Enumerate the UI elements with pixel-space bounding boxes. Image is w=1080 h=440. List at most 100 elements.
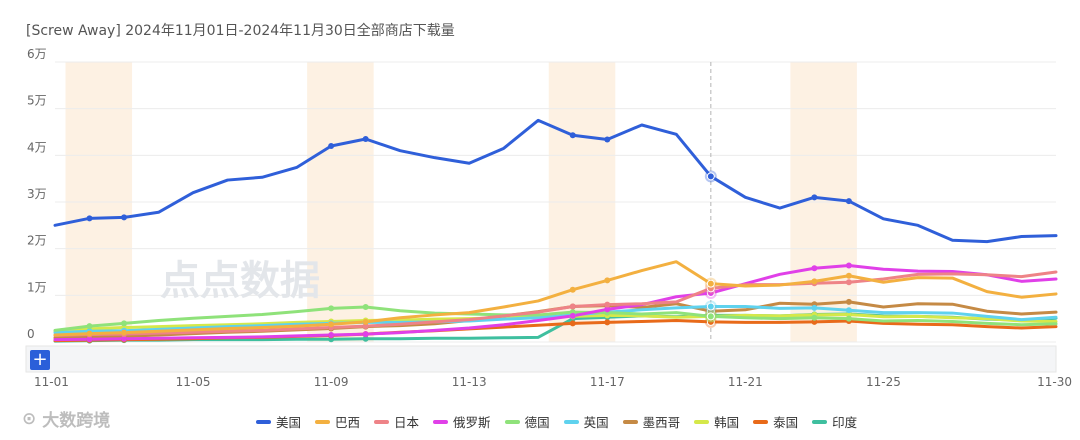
y-tick-label: 4万 [27,140,47,154]
data-point[interactable] [362,331,369,338]
x-tick-label: 11-17 [590,375,625,389]
data-point[interactable] [811,304,818,311]
legend-label: 英国 [583,415,609,430]
data-point[interactable] [121,335,128,342]
data-point[interactable] [604,136,611,143]
data-point[interactable] [604,306,611,313]
hover-point[interactable] [706,312,715,321]
legend-swatch [753,419,769,424]
series-line-美国[interactable] [53,118,1058,244]
zoom-add-button[interactable]: + [30,350,50,370]
data-point[interactable] [604,277,611,284]
legend-swatch [622,419,638,424]
data-point[interactable] [569,320,576,327]
legend-label: 巴西 [335,415,361,430]
x-tick-label: 11-13 [452,375,487,389]
data-point[interactable] [845,315,852,322]
data-point[interactable] [328,321,335,328]
data-point[interactable] [362,318,369,325]
x-tick-label: 11-09 [314,375,349,389]
data-point[interactable] [604,301,611,308]
y-tick-label: 5万 [27,94,47,108]
legend-item-印度[interactable]: 印度 [812,412,857,431]
data-point[interactable] [328,143,335,149]
brand-icon: ⊙ [22,408,37,429]
legend-label: 俄罗斯 [453,415,491,430]
data-point[interactable] [86,215,93,222]
data-point[interactable] [121,214,128,221]
data-point[interactable] [569,303,576,310]
data-point[interactable] [811,318,818,325]
legend-item-墨西哥[interactable]: 墨西哥 [622,412,681,431]
y-tick-label: 6万 [27,47,47,61]
x-tick-label: 11-30 [1037,375,1072,389]
data-point[interactable] [569,286,576,293]
data-point[interactable] [121,320,128,327]
data-point[interactable] [811,278,818,285]
data-point[interactable] [362,335,369,342]
data-point[interactable] [845,272,852,279]
legend-swatch [315,419,331,424]
hover-point[interactable] [706,172,715,181]
hover-point[interactable] [706,302,715,311]
data-point[interactable] [811,265,818,272]
data-point[interactable] [569,312,576,319]
data-point[interactable] [811,314,818,321]
data-point[interactable] [86,336,93,343]
x-axis-ticks: 11-01 11-05 11-09 11-13 11-17 11-21 11-25 11-30 [34,375,1072,389]
y-axis-ticks: 0 1万 2万 3万 4万 5万 6万 [27,47,47,341]
legend-swatch [812,419,828,424]
data-point[interactable] [362,136,369,142]
legend-item-日本[interactable]: 日本 [374,412,419,431]
data-point[interactable] [328,305,335,312]
data-point[interactable] [845,198,852,205]
watermark-text: 点点数据 [160,258,320,304]
data-point[interactable] [362,323,369,330]
data-point[interactable] [845,279,852,286]
legend-item-泰国[interactable]: 泰国 [753,412,798,431]
legend-label: 美国 [276,415,302,430]
gridlines [55,61,1056,343]
data-point[interactable] [86,323,93,330]
legend-swatch [433,419,449,424]
legend-item-俄罗斯[interactable]: 俄罗斯 [433,412,491,431]
legend-label: 墨西哥 [642,415,681,430]
legend-label: 印度 [832,415,858,430]
data-point[interactable] [845,298,852,305]
y-tick-label: 1万 [27,280,47,294]
data-point[interactable] [845,262,852,269]
series-line-巴西[interactable] [53,260,1058,337]
series-line-日本[interactable] [53,270,1058,337]
legend-item-美国[interactable]: 美国 [256,412,301,431]
data-point[interactable] [121,329,128,336]
series-line-俄罗斯[interactable] [53,263,1058,342]
series-line-英国[interactable] [53,305,1058,335]
data-point[interactable] [86,330,93,337]
series-line-德国[interactable] [53,305,1058,332]
legend-label: 德国 [524,415,550,430]
data-point[interactable] [604,319,611,326]
series-lines [53,118,1058,343]
legend-item-英国[interactable]: 英国 [563,412,609,431]
data-point[interactable] [328,332,335,338]
legend-item-巴西[interactable]: 巴西 [315,412,360,431]
y-tick-label: 3万 [27,187,47,201]
chart-title: [Screw Away] 2024年11月01日-2024年11月30日全部商店… [26,23,455,39]
data-point[interactable] [362,304,369,310]
data-point[interactable] [845,307,852,314]
legend-swatch [694,419,710,424]
legend: 美国 巴西 日本 俄罗斯 德国 英国 墨西哥 韩国 泰国 印度 [256,412,857,431]
x-tick-label: 11-21 [728,375,763,389]
legend-swatch [374,419,390,424]
hover-point[interactable] [706,279,715,288]
legend-item-德国[interactable]: 德国 [504,412,550,431]
legend-item-韩国[interactable]: 韩国 [694,412,739,431]
y-tick-label: 2万 [27,234,47,248]
data-point[interactable] [811,194,818,201]
zoom-slider-track[interactable] [25,345,1057,373]
legend-swatch [563,419,579,424]
data-point[interactable] [569,132,576,139]
series-markers [86,132,852,344]
data-point[interactable] [845,311,852,318]
